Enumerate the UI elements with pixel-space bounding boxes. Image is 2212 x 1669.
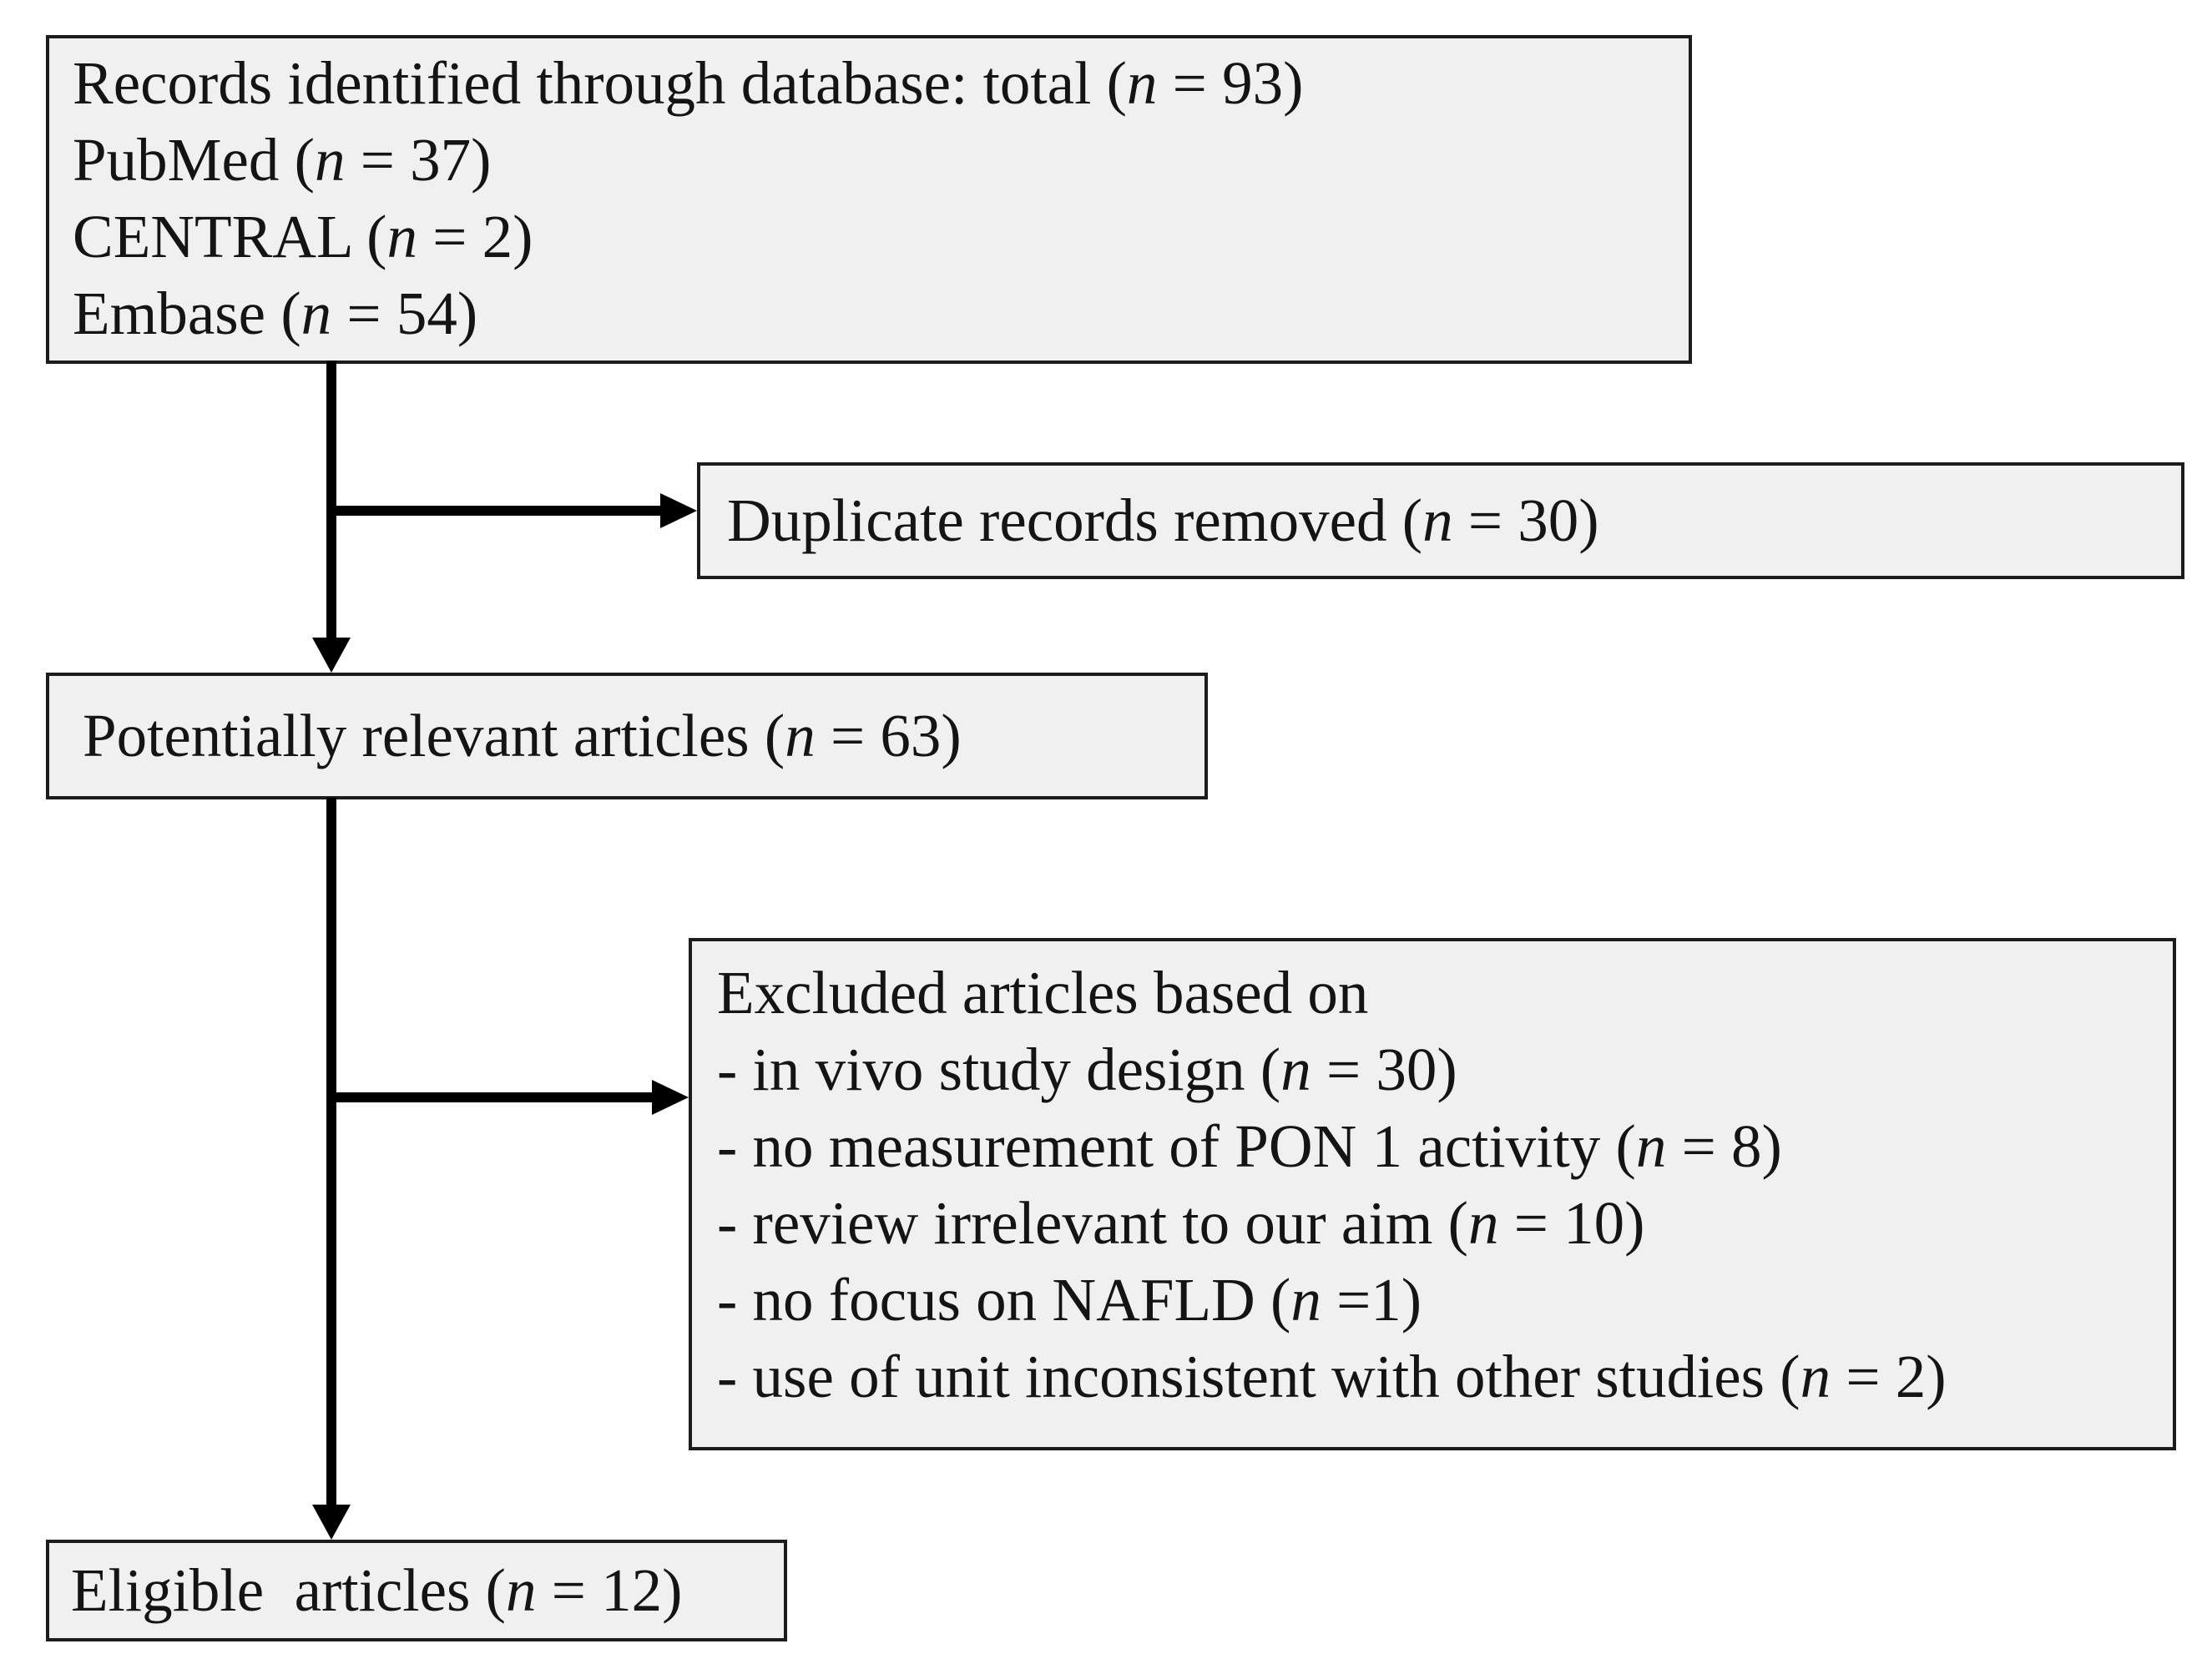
duplicates-removed-box: Duplicate records removed (n = 30): [697, 462, 2184, 579]
excluded-reason-line: - use of unit inconsistent with other st…: [717, 1343, 1947, 1410]
eligible-line: Eligible articles (n = 12): [71, 1556, 683, 1624]
eligible-articles-box: Eligible articles (n = 12): [46, 1540, 787, 1641]
arrow-potentially-to-eligible-shaft: [326, 798, 336, 1506]
arrow-down-icon: [312, 1505, 351, 1540]
excluded-reason-line: - no measurement of PON 1 activity (n = …: [717, 1112, 1782, 1180]
arrow-right-icon: [660, 493, 697, 528]
potentially-line: Potentially relevant articles (n = 63): [83, 702, 962, 769]
potentially-relevant-box: Potentially relevant articles (n = 63): [46, 673, 1208, 799]
excluded-articles-box: Excluded articles based on - in vivo stu…: [689, 938, 2176, 1450]
arrow-down-icon: [312, 638, 351, 673]
excluded-reason-line: - review irrelevant to our aim (n = 10): [717, 1189, 1645, 1257]
arrow-records-to-potentially-shaft: [326, 361, 336, 639]
arrow-right-icon: [652, 1080, 689, 1115]
records-embase-line: Embase (n = 54): [73, 280, 478, 347]
excluded-reason-line: - no focus on NAFLD (n =1): [717, 1266, 1422, 1334]
arrow-branch-to-duplicates-shaft: [331, 506, 661, 516]
records-total-line: Records identified through database: tot…: [73, 49, 1304, 117]
records-identified-box: Records identified through database: tot…: [46, 35, 1692, 364]
records-pubmed-line: PubMed (n = 37): [73, 126, 492, 194]
arrow-branch-to-excluded-shaft: [331, 1092, 653, 1102]
records-central-line: CENTRAL (n = 2): [73, 203, 533, 270]
excluded-reason-line: - in vivo study design (n = 30): [717, 1036, 1457, 1103]
excluded-header-line: Excluded articles based on: [717, 959, 1369, 1026]
duplicates-line: Duplicate records removed (n = 30): [727, 487, 1599, 554]
